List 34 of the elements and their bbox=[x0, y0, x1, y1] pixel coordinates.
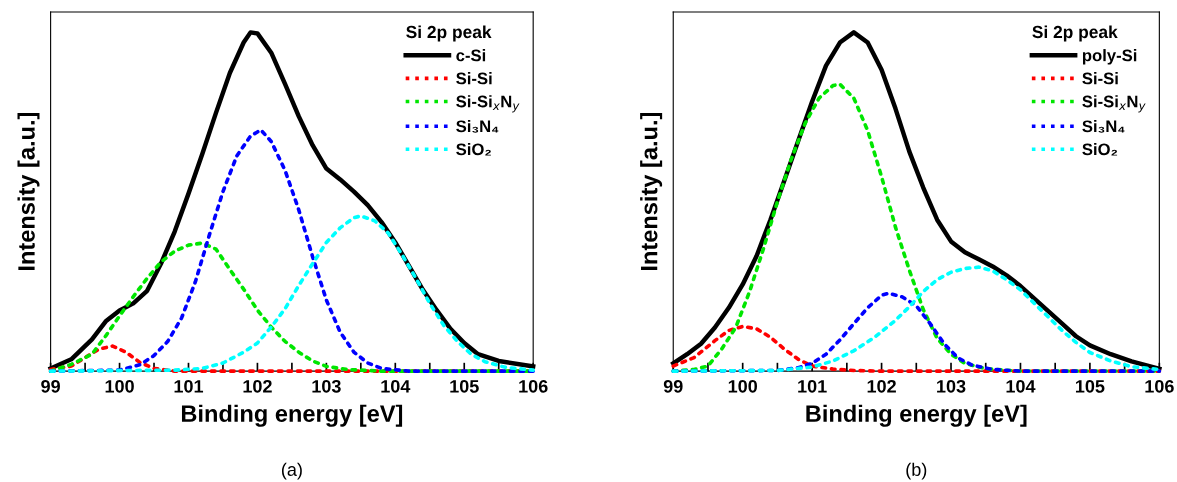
legend-label: poly-Si bbox=[1082, 49, 1137, 65]
text: (b) bbox=[906, 462, 927, 480]
x-tick-label: 106 bbox=[1145, 379, 1174, 393]
legend-title: Si 2p peak bbox=[406, 25, 492, 42]
x-tick-label: 104 bbox=[1006, 379, 1036, 393]
x-tick-label: 103 bbox=[937, 379, 966, 393]
legend-label: Si₃N₄ bbox=[456, 119, 499, 133]
x-tick-label: 106 bbox=[519, 379, 548, 393]
x-tick-label: 99 bbox=[41, 379, 60, 393]
x-tick-label: 103 bbox=[312, 379, 341, 393]
legend-label: Si-Si bbox=[1082, 72, 1118, 85]
x-tick-label: 105 bbox=[450, 379, 479, 393]
y-axis-title: Intensity [a.u.] bbox=[17, 112, 40, 271]
legend-label: Si-Si$_{x}$N$_{y}$ bbox=[1082, 95, 1146, 113]
x-tick-label: 100 bbox=[728, 379, 758, 393]
x-axis-title: Binding energy [eV] bbox=[806, 404, 1027, 427]
x-axis-title: Binding energy [eV] bbox=[181, 404, 403, 427]
x-tick-label: 99 bbox=[663, 379, 683, 393]
x-tick-label: 101 bbox=[798, 379, 827, 393]
text: (a) bbox=[281, 462, 302, 480]
legend-label: SiO₂ bbox=[456, 143, 491, 156]
legend-label: Si-Si$_{x}$N$_{y}$ bbox=[456, 95, 520, 113]
x-tick-label: 104 bbox=[381, 379, 411, 393]
legend-label: c-Si bbox=[456, 49, 486, 62]
x-tick-label: 100 bbox=[105, 379, 134, 393]
legend-label: Si-Si bbox=[456, 72, 492, 85]
legend-title: Si 2p peak bbox=[1032, 25, 1118, 42]
x-tick-label: 105 bbox=[1075, 379, 1105, 393]
x-tick-label: 102 bbox=[243, 379, 272, 393]
legend-label: Si₃N₄ bbox=[1082, 119, 1125, 133]
y-axis-title: Intensity [a.u.] bbox=[640, 112, 663, 271]
x-tick-label: 101 bbox=[174, 379, 204, 393]
legend-label: SiO₂ bbox=[1082, 143, 1118, 156]
x-tick-label: 102 bbox=[867, 379, 896, 393]
